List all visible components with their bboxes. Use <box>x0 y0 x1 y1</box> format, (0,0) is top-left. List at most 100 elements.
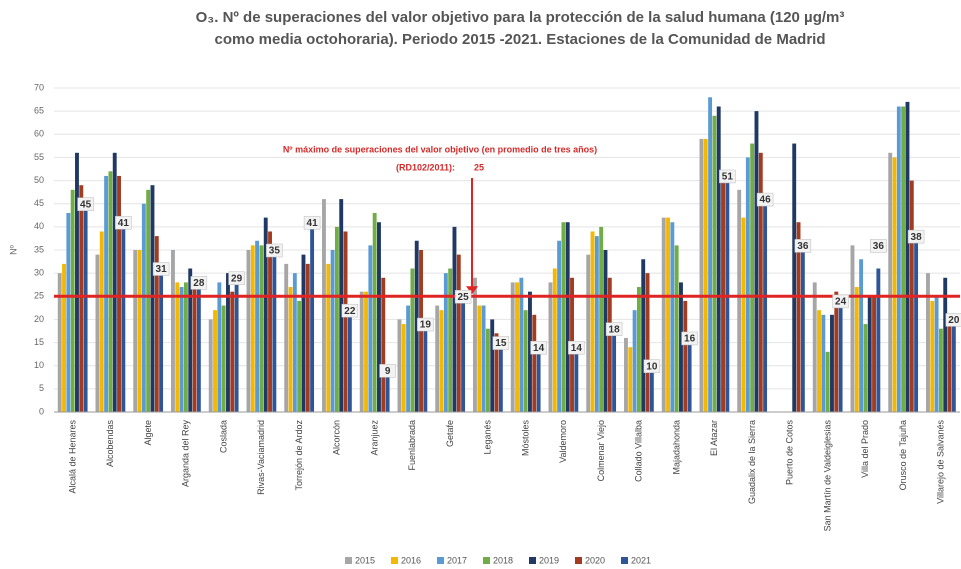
average-label: 22 <box>344 306 356 317</box>
y-tick-label: 45 <box>34 198 44 208</box>
y-tick-label: 10 <box>34 360 44 370</box>
bar <box>737 189 742 412</box>
bar <box>305 263 310 412</box>
average-label: 14 <box>533 343 545 354</box>
bar <box>896 106 901 412</box>
label-box <box>945 313 961 327</box>
bar <box>95 254 100 412</box>
label-box <box>794 239 812 253</box>
y-tick-label: 35 <box>34 244 44 254</box>
y-tick-label: 5 <box>39 383 44 393</box>
bar <box>477 305 482 412</box>
bar <box>892 157 897 412</box>
label-box <box>832 294 849 309</box>
bar <box>699 138 704 412</box>
bar <box>796 222 801 412</box>
bar <box>754 111 759 413</box>
bar <box>716 106 721 412</box>
bar <box>721 171 725 412</box>
x-tick-label: Alcobendas <box>105 420 115 468</box>
bar <box>343 231 348 412</box>
bar <box>536 347 541 412</box>
bar <box>175 282 180 412</box>
bar <box>150 185 155 412</box>
bar <box>905 101 910 412</box>
bar <box>326 263 331 412</box>
bar <box>112 152 117 413</box>
bar <box>532 314 537 412</box>
bar <box>141 203 146 412</box>
bar <box>548 282 553 412</box>
bar <box>330 250 335 412</box>
average-label: 31 <box>156 264 168 275</box>
bar <box>221 305 226 412</box>
y-axis-label: Nº <box>8 244 18 254</box>
legend-swatch <box>391 557 398 564</box>
bar <box>322 199 326 412</box>
bar <box>557 240 562 412</box>
label-box <box>77 197 94 211</box>
average-label: 36 <box>873 241 885 252</box>
bar <box>117 175 121 412</box>
bar <box>410 268 415 412</box>
average-label: 9 <box>385 366 391 377</box>
legend-swatch <box>483 557 490 564</box>
bar <box>137 250 142 412</box>
bar <box>632 310 637 412</box>
bar <box>217 282 222 412</box>
y-tick-label: 30 <box>34 268 44 278</box>
average-label: 45 <box>80 199 92 210</box>
label-box <box>303 215 321 230</box>
bar <box>792 143 797 413</box>
bar <box>213 310 217 412</box>
x-tick-label: Puerto de Cotos <box>785 420 795 486</box>
y-tick-label: 0 <box>39 406 44 416</box>
x-tick-label: Fuenlabrada <box>407 420 417 471</box>
bar <box>171 250 175 412</box>
bar <box>230 291 235 412</box>
bar <box>854 287 859 412</box>
label-box <box>379 364 396 378</box>
legend-swatch <box>621 557 628 564</box>
legend-label: 2015 <box>355 555 375 565</box>
bar <box>192 282 197 412</box>
bar <box>461 296 466 412</box>
bar <box>188 268 193 412</box>
x-tick-label: Torrejón de Ardoz <box>294 420 304 491</box>
bar <box>683 300 688 412</box>
x-tick-label: Collado Villalba <box>634 420 644 482</box>
bar <box>812 282 817 412</box>
bar <box>443 273 448 412</box>
bar <box>825 351 830 412</box>
bar <box>452 226 457 412</box>
average-label: 29 <box>231 273 243 284</box>
label-box <box>417 317 434 332</box>
chart-title: como media octohoraria). Periodo 2015 -2… <box>214 31 825 48</box>
bar <box>364 291 368 412</box>
x-tick-label: Leganés <box>483 420 493 455</box>
label-box <box>907 229 925 244</box>
bar <box>83 203 88 412</box>
bar <box>490 319 495 412</box>
bar <box>863 324 868 412</box>
bar <box>284 263 289 412</box>
bar <box>687 337 692 412</box>
bar <box>288 287 293 412</box>
bar <box>439 310 444 412</box>
y-tick-label: 70 <box>34 82 44 92</box>
bar <box>901 106 906 412</box>
average-label: 41 <box>118 218 130 229</box>
bar <box>603 250 608 412</box>
bar <box>456 254 461 412</box>
legend-swatch <box>529 557 536 564</box>
average-label: 35 <box>269 246 281 257</box>
chart-title: O₃. Nº de superaciones del valor objetiv… <box>196 9 845 26</box>
bar <box>347 310 352 412</box>
bar <box>574 347 579 412</box>
bar <box>934 296 939 412</box>
average-label: 19 <box>420 320 432 331</box>
bar <box>498 342 503 412</box>
bar <box>448 268 453 412</box>
x-tick-label: El Atazar <box>709 420 719 456</box>
